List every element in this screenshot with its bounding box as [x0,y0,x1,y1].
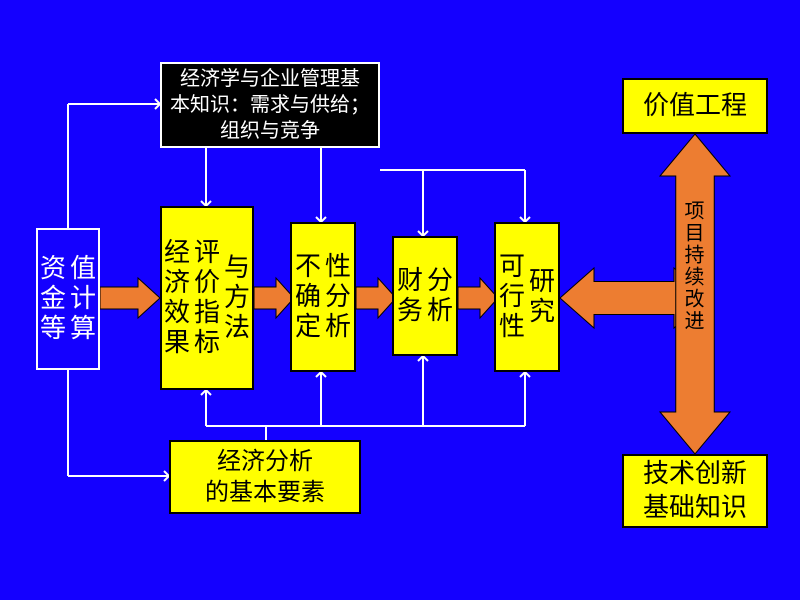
node-value-engineering: 价值工程 [622,78,768,134]
label: 经济学与企业管理基本知识：需求与供给；组织与竞争 [170,66,370,144]
node-feasibility-study: 可行性研究 [494,222,560,372]
node-uncertainty-analysis: 不确定性分析 [290,222,356,372]
label: 经济分析的基本要素 [205,446,325,508]
node-economic-evaluation: 经济效果评价指标与方法 [160,206,254,390]
label: 价值工程 [643,89,747,123]
node-financial-analysis: 财务分析 [392,236,458,356]
node-tech-innovation: 技术创新基础知识 [622,454,768,528]
label-continuous-improvement: 项目持续改进 [678,200,707,332]
node-fund-equivalence: 资金等值计算 [36,228,100,370]
label: 技术创新基础知识 [643,457,747,525]
node-economic-elements: 经济分析的基本要素 [169,440,361,514]
node-economics-basics: 经济学与企业管理基本知识：需求与供给；组织与竞争 [160,62,380,148]
